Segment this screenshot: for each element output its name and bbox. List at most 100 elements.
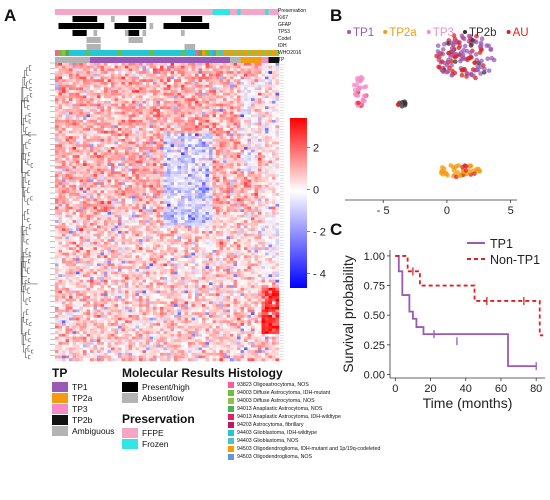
heatmap-cell [104, 196, 108, 199]
heatmap-cell [146, 109, 150, 112]
heatmap-cell [139, 212, 143, 215]
heatmap-cell [73, 112, 77, 115]
heatmap-cell [66, 204, 70, 207]
heatmap-cell [276, 104, 280, 107]
heatmap-cell [129, 239, 133, 242]
heatmap-cell [237, 245, 241, 248]
tp-cell [265, 57, 269, 63]
heatmap-cell [108, 106, 112, 109]
heatmap-cell [146, 128, 150, 131]
heatmap-cell [62, 188, 66, 191]
heatmap-cell [164, 188, 168, 191]
heatmap-cell [55, 196, 59, 199]
heatmap-cell [227, 142, 231, 145]
heatmap-cell [202, 131, 206, 134]
heatmap-cell [216, 79, 220, 82]
heatmap-cell [69, 209, 73, 212]
heatmap-cell [111, 144, 115, 147]
heatmap-cell [209, 109, 213, 112]
heatmap-cell [59, 250, 63, 253]
heatmap-cell [255, 68, 259, 71]
heatmap-cell [104, 158, 108, 161]
heatmap-cell [111, 196, 115, 199]
heatmap-cell [230, 234, 234, 237]
heatmap-cell [153, 247, 157, 250]
heatmap-cell [139, 98, 143, 101]
heatmap-cell [234, 163, 238, 166]
heatmap-cell [69, 93, 73, 96]
heatmap-cell [269, 74, 273, 77]
heatmap-cell [101, 93, 105, 96]
heatmap-cell [59, 114, 63, 117]
heatmap-cell [248, 106, 252, 109]
heatmap-cell [87, 93, 91, 96]
preservation-cell [153, 9, 157, 15]
heatmap-cell [244, 104, 248, 107]
heatmap-cell [262, 226, 266, 229]
heatmap-cell [59, 117, 63, 120]
heatmap-cell [244, 163, 248, 166]
heatmap-cell [62, 231, 66, 234]
heatmap-cell [195, 215, 199, 218]
heatmap-cell [199, 114, 203, 117]
heatmap-cell [80, 155, 84, 158]
heatmap-cell [143, 87, 147, 90]
heatmap-cell [262, 93, 266, 96]
heatmap-cell [174, 142, 178, 145]
heatmap-cell [164, 177, 168, 180]
heatmap-cell [174, 201, 178, 204]
heatmap-cell [66, 114, 70, 117]
heatmap-cell [108, 87, 112, 90]
heatmap-cell [125, 144, 129, 147]
heatmap-cell [241, 239, 245, 242]
heatmap-cell [115, 74, 119, 77]
heatmap-cell [185, 101, 189, 104]
heatmap-cell [115, 114, 119, 117]
heatmap-cell [129, 106, 133, 109]
heatmap-cell [108, 188, 112, 191]
heatmap-cell [188, 77, 192, 80]
heatmap-cell [216, 223, 220, 226]
heatmap-cell [153, 196, 157, 199]
heatmap-cell [255, 63, 259, 66]
heatmap-cell [101, 85, 105, 88]
heatmap-cell [69, 155, 73, 158]
heatmap-cell [248, 204, 252, 207]
heatmap-cell [167, 198, 171, 201]
heatmap-cell [111, 133, 115, 136]
heatmap-cell [241, 212, 245, 215]
heatmap-cell [234, 198, 238, 201]
heatmap-cell [227, 239, 231, 242]
heatmap-cell [139, 101, 143, 104]
who2016-cell [101, 50, 105, 56]
heatmap-cell [269, 82, 273, 85]
heatmap-cell [188, 171, 192, 174]
heatmap-cell [108, 150, 112, 153]
heatmap-cell [73, 171, 77, 174]
heatmap-cell [181, 139, 185, 142]
heatmap-cell [87, 109, 91, 112]
heatmap-cell [262, 161, 266, 164]
heatmap-cell [111, 104, 115, 107]
heatmap-cell [139, 112, 143, 115]
heatmap-cell [73, 66, 77, 69]
heatmap-cell [272, 133, 276, 136]
heatmap-cell [59, 171, 63, 174]
heatmap-cell [76, 204, 80, 207]
heatmap-cell [185, 158, 189, 161]
heatmap-cell [262, 179, 266, 182]
heatmap-cell [269, 215, 273, 218]
preservation-cell [174, 9, 178, 15]
heatmap-cell [276, 142, 280, 145]
heatmap-cell [188, 120, 192, 123]
heatmap-cell [167, 169, 171, 172]
heatmap-cell [248, 152, 252, 155]
heatmap-cell [83, 196, 87, 199]
molecular-cell [167, 23, 171, 29]
heatmap-cell [174, 125, 178, 128]
heatmap-cell [269, 220, 273, 223]
heatmap-cell [276, 112, 280, 115]
heatmap-cell [73, 223, 77, 226]
heatmap-cell [66, 79, 70, 82]
heatmap-cell [153, 201, 157, 204]
